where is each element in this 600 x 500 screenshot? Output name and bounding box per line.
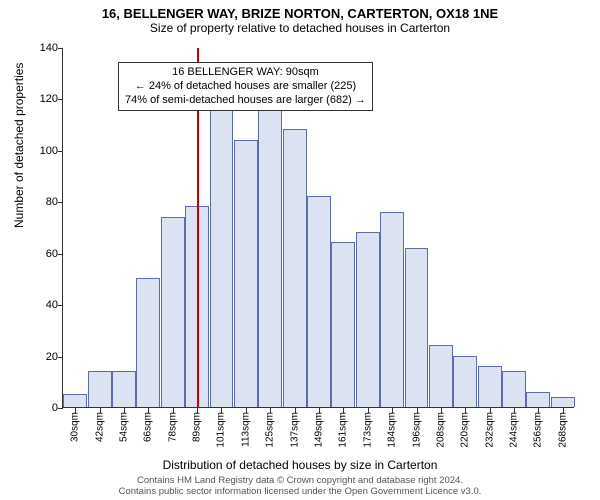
bar [283, 129, 307, 407]
x-tick-label: 268sqm [557, 412, 568, 448]
bar [526, 392, 550, 407]
x-tick-label: 196sqm [411, 412, 422, 448]
y-tick-label: 20 [30, 351, 58, 363]
y-tick-mark [58, 202, 63, 203]
x-tick-label: 208sqm [435, 412, 446, 448]
x-tick-label: 137sqm [289, 412, 300, 448]
bar [112, 371, 136, 407]
y-tick-mark [58, 151, 63, 152]
bar [405, 248, 429, 407]
chart-footer: Contains HM Land Registry data © Crown c… [0, 476, 600, 498]
x-tick-label: 42sqm [94, 412, 105, 442]
y-tick-mark [58, 357, 63, 358]
y-tick-label: 80 [30, 196, 58, 208]
x-tick-label: 54sqm [118, 412, 129, 442]
x-tick-label: 256sqm [533, 412, 544, 448]
x-tick-label: 113sqm [240, 412, 251, 447]
bar [478, 366, 502, 407]
x-tick-label: 232sqm [484, 412, 495, 448]
y-tick-mark [58, 254, 63, 255]
chart-title: 16, BELLENGER WAY, BRIZE NORTON, CARTERT… [0, 6, 600, 21]
x-tick-label: 244sqm [509, 412, 520, 448]
x-tick-label: 173sqm [362, 412, 373, 448]
chart-area: 02040608010012014030sqm42sqm54sqm66sqm78… [62, 48, 574, 408]
chart-title-block: 16, BELLENGER WAY, BRIZE NORTON, CARTERT… [0, 0, 600, 35]
y-tick-mark [58, 305, 63, 306]
y-tick-label: 60 [30, 248, 58, 260]
x-axis-label: Distribution of detached houses by size … [0, 458, 600, 472]
bar [307, 196, 331, 407]
bar [356, 232, 380, 407]
bar [210, 104, 234, 407]
y-tick-label: 120 [30, 93, 58, 105]
bar [63, 394, 87, 407]
x-tick-label: 78sqm [167, 412, 178, 442]
y-axis-label: Number of detached properties [12, 63, 26, 228]
bar [258, 109, 282, 407]
y-tick-label: 40 [30, 299, 58, 311]
y-tick-mark [58, 99, 63, 100]
footer-line-2: Contains public sector information licen… [0, 487, 600, 498]
x-tick-label: 89sqm [192, 412, 203, 442]
info-box: 16 BELLENGER WAY: 90sqm← 24% of detached… [118, 62, 373, 111]
x-tick-label: 149sqm [314, 412, 325, 448]
bar [136, 278, 160, 407]
x-tick-label: 125sqm [265, 412, 276, 448]
chart-subtitle: Size of property relative to detached ho… [0, 21, 600, 35]
x-tick-label: 66sqm [143, 412, 154, 442]
bar [88, 371, 112, 407]
y-tick-label: 140 [30, 42, 58, 54]
info-box-line: 16 BELLENGER WAY: 90sqm [125, 66, 366, 80]
y-tick-mark [58, 48, 63, 49]
info-box-line: ← 24% of detached houses are smaller (22… [125, 80, 366, 94]
bar [161, 217, 185, 407]
y-tick-label: 0 [30, 402, 58, 414]
y-tick-mark [58, 408, 63, 409]
x-tick-label: 220sqm [460, 412, 471, 448]
bar [453, 356, 477, 407]
bar [502, 371, 526, 407]
bar [380, 212, 404, 407]
x-tick-label: 161sqm [338, 412, 349, 448]
x-tick-label: 101sqm [216, 412, 227, 448]
x-tick-label: 30sqm [70, 412, 81, 442]
bar [234, 140, 258, 407]
info-box-line: 74% of semi-detached houses are larger (… [125, 94, 366, 108]
x-tick-label: 184sqm [387, 412, 398, 448]
bar [429, 345, 453, 407]
bar [551, 397, 575, 407]
chart-plot: 02040608010012014030sqm42sqm54sqm66sqm78… [62, 48, 574, 408]
y-tick-label: 100 [30, 145, 58, 157]
bar [331, 242, 355, 407]
